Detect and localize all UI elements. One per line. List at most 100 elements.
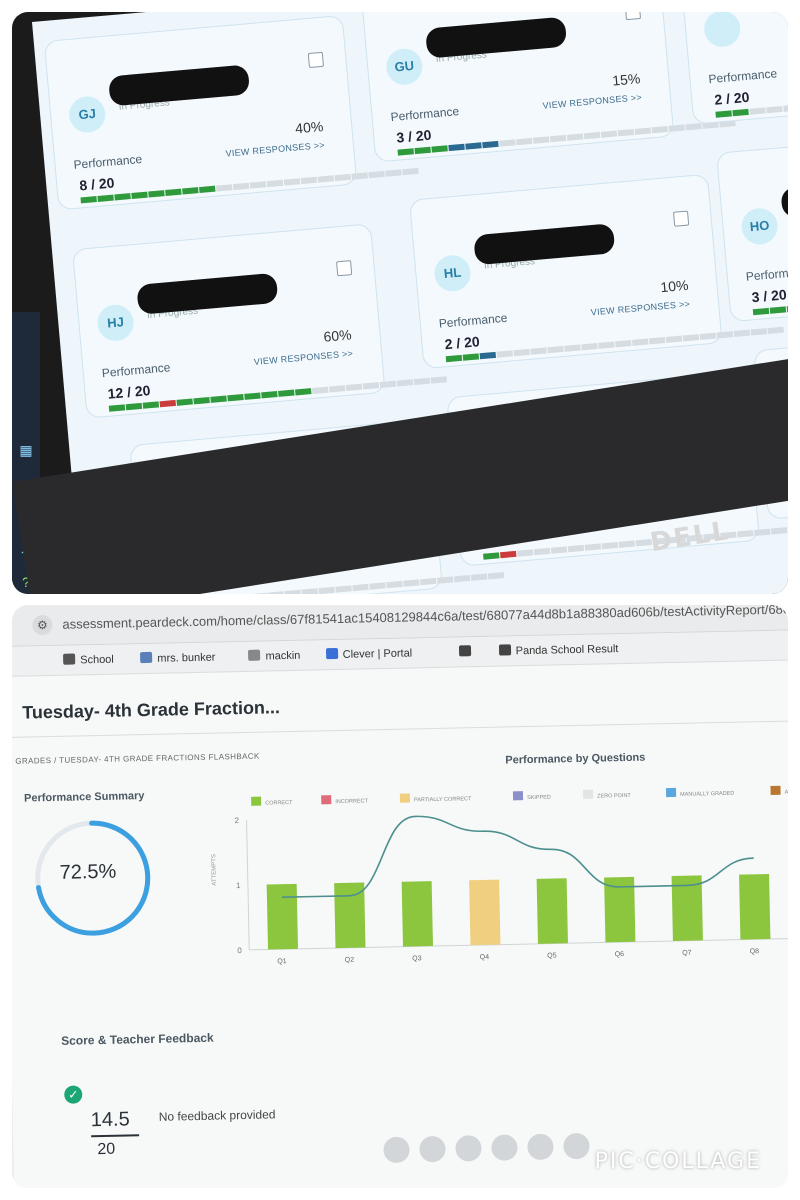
view-responses-link[interactable]: VIEW RESPONSES >> [590,298,691,318]
select-checkbox[interactable] [624,12,642,21]
progress-segment [430,376,447,384]
progress-segment [583,131,601,140]
performance-label: Performance [390,104,460,125]
legend-label: MANUALLY GRADED [680,791,734,798]
legend-swatch [251,796,262,806]
x-tick-label: Q2 [345,957,355,964]
progress-segment [479,351,497,360]
progress-segment [665,335,683,343]
app-icon[interactable] [563,1132,590,1160]
x-tick-label: Q3 [412,955,422,962]
score-denominator: 20 [97,1140,116,1159]
student-card[interactable]: HJHartsell, JacenIn Progress60%Performan… [71,223,447,419]
url-text[interactable]: assessment.peardeck.com/home/class/67f81… [62,605,788,632]
app-icon[interactable] [491,1134,518,1161]
progress-segment [766,105,783,114]
progress-segment [648,337,666,345]
select-checkbox[interactable] [672,210,690,227]
progress-segment [549,134,567,143]
y-tick-label: 2 [234,816,239,825]
globe-icon [458,645,471,657]
student-card[interactable]: HLHinkle, LandenIn Progress10%Performanc… [408,173,784,370]
performance-score: 2 / 20 [443,333,481,353]
score-numerator: 14.5 [90,1108,130,1132]
progress-segment [284,589,302,594]
progress-segment [600,130,618,138]
progress-segment [402,167,419,176]
progress-segment [413,377,431,386]
progress-segment [783,104,788,112]
legend-swatch [399,793,411,803]
app-icon[interactable] [527,1133,554,1161]
progress-segment [244,392,261,400]
performance-percent: 40% [294,118,324,137]
progress-segment [550,546,568,554]
progress-segment [516,137,533,146]
progress-bar [397,120,736,156]
progress-segment [403,579,420,587]
progress-segment [210,395,227,403]
bookmark-item[interactable]: mrs. bunker [140,651,216,666]
help-icon[interactable]: ? [22,574,30,590]
site-info-icon[interactable]: ⚙ [32,614,53,636]
select-checkbox[interactable] [307,51,325,69]
report-screen: ⚙ assessment.peardeck.com/home/class/67f… [12,605,788,1188]
app-icon[interactable] [383,1136,410,1164]
progress-segment [769,306,787,314]
student-avatar: GJ [67,95,107,135]
progress-segment [453,574,471,583]
bookmark-item[interactable]: Panda School Result [498,642,619,658]
progress-segment [261,391,278,399]
student-card[interactable]: Performance 2 / 20 [678,12,788,125]
progress-segment [278,389,295,397]
x-tick-label: Q1 [277,958,287,965]
app-icon[interactable] [419,1135,446,1163]
progress-segment [615,340,632,348]
view-responses-link[interactable]: VIEW RESPONSES >> [225,139,326,159]
watermark: PIC·COLLAGE [594,1149,762,1174]
legend-swatch [512,791,524,801]
progress-segment [431,145,448,153]
chart-bar [401,881,433,947]
chart-bar [671,875,703,942]
progress-segment [80,196,97,204]
progress-segment [199,185,216,194]
breadcrumb[interactable]: GRADES / TUESDAY- 4TH GRADE FRACTIONS FL… [15,751,260,766]
bookmark-item[interactable]: School [63,653,114,667]
app-icon[interactable] [455,1135,482,1162]
progress-segment [397,148,414,156]
chart-title: Performance by Questions [505,751,646,767]
student-avatar: HO [740,206,780,246]
grid-icon[interactable]: ▦ [19,442,33,458]
feedback-text: No feedback provided [158,1107,276,1124]
performance-score: 8 / 20 [78,174,116,194]
progress-segment [737,530,754,538]
progress-segment [566,133,584,141]
bookmark-item[interactable]: Clever | Portal [325,646,412,661]
student-card[interactable]: GUGil Urquiola, Vale…In Progress15%Perfo… [360,12,736,163]
view-responses-link[interactable]: VIEW RESPONSES >> [253,348,354,367]
clever-icon [325,647,338,660]
performance-label: Performance [438,310,508,331]
view-responses-link[interactable]: VIEW RESPONSES >> [542,92,643,111]
progress-segment [300,176,318,185]
progress-segment [685,123,702,131]
performance-label: Performance [745,263,788,284]
bookmark-item[interactable] [458,645,476,658]
select-checkbox[interactable] [336,260,353,277]
feedback-title: Score & Teacher Feedback [60,1030,214,1048]
student-avatar: HJ [96,303,136,343]
bookmark-item[interactable]: mackin [248,649,300,663]
progress-segment [465,142,482,150]
progress-segment [351,172,368,180]
progress-segment [581,342,598,351]
progress-segment [631,338,649,346]
y-axis-label: ATTEMPTS [211,854,218,886]
divider [12,719,788,738]
redaction-mark [108,64,251,107]
progress-segment [547,345,564,354]
progress-segment [352,583,369,592]
